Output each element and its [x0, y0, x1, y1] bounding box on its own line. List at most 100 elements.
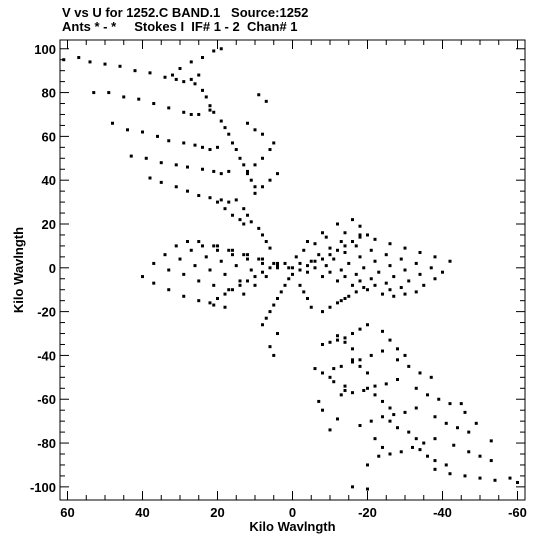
- x-tick-label: 0: [289, 505, 296, 520]
- data-point: [242, 207, 246, 211]
- data-point: [377, 454, 381, 458]
- data-point: [414, 290, 418, 294]
- data-point: [306, 240, 309, 244]
- data-point: [283, 261, 287, 265]
- y-tick-label: -60: [37, 392, 56, 407]
- y-tick-label: 40: [42, 173, 56, 188]
- data-point: [358, 235, 362, 239]
- chart-title: V vs U for 1252.C BAND.1 Source:1252: [62, 5, 309, 20]
- data-point: [306, 264, 309, 268]
- data-point: [264, 275, 268, 279]
- data-point: [433, 467, 437, 471]
- data-point: [321, 371, 324, 375]
- data-point: [328, 340, 332, 344]
- data-point: [223, 207, 227, 211]
- y-tick-label: -20: [37, 305, 56, 320]
- data-point: [358, 364, 362, 368]
- axis-ticks: [60, 40, 525, 500]
- data-point: [343, 340, 347, 344]
- data-point: [358, 424, 362, 428]
- x-tick-label: -40: [433, 505, 452, 520]
- data-point: [219, 47, 223, 51]
- data-point: [212, 169, 216, 173]
- data-point: [459, 402, 463, 406]
- data-point: [317, 399, 321, 403]
- data-point: [231, 248, 234, 252]
- data-point: [298, 261, 302, 265]
- data-point: [332, 380, 336, 384]
- data-point: [276, 172, 279, 176]
- data-point: [223, 272, 227, 276]
- data-point: [216, 248, 219, 252]
- x-tick-label: 60: [60, 505, 74, 520]
- data-point: [223, 292, 227, 296]
- data-point: [182, 80, 186, 84]
- data-point: [362, 388, 366, 392]
- data-point: [276, 296, 279, 300]
- data-point: [467, 430, 471, 434]
- data-point: [227, 288, 231, 292]
- data-point: [343, 231, 347, 235]
- data-point: [433, 437, 437, 441]
- data-point: [223, 126, 227, 130]
- data-point: [489, 439, 493, 443]
- data-point: [272, 261, 276, 265]
- data-point: [208, 104, 212, 108]
- data-point: [279, 290, 283, 294]
- data-point: [384, 281, 388, 285]
- data-point: [268, 148, 272, 152]
- data-point: [456, 426, 459, 430]
- data-point: [508, 476, 512, 480]
- data-point: [366, 463, 369, 467]
- data-point: [362, 286, 366, 290]
- data-point: [343, 336, 347, 340]
- data-point: [122, 95, 126, 99]
- data-point: [208, 301, 212, 305]
- data-point: [358, 279, 362, 283]
- data-point: [336, 301, 339, 305]
- data-point: [396, 358, 399, 362]
- data-point: [231, 141, 234, 145]
- data-point: [343, 388, 347, 392]
- data-point: [358, 224, 362, 228]
- data-point: [141, 130, 144, 134]
- tick-labels: 60 40 20 0 -20 -40 -60 100 80 60 40 20 0 -20 -40 -60 -80…: [30, 42, 527, 520]
- data-point: [347, 294, 351, 298]
- data-point: [242, 253, 246, 257]
- data-point: [463, 474, 467, 478]
- data-point: [182, 294, 186, 298]
- data-point: [324, 235, 328, 239]
- data-point: [167, 268, 171, 272]
- data-point: [103, 62, 107, 66]
- data-point: [62, 58, 66, 62]
- data-point: [362, 266, 366, 270]
- data-point: [201, 244, 204, 248]
- data-point: [174, 77, 178, 81]
- data-point: [313, 266, 317, 270]
- data-point: [268, 178, 272, 182]
- data-point: [328, 305, 332, 309]
- data-point: [381, 445, 384, 449]
- data-point: [358, 255, 362, 259]
- data-point: [429, 266, 433, 270]
- data-point: [246, 279, 249, 283]
- data-point: [381, 292, 384, 296]
- data-point: [478, 476, 482, 480]
- data-point: [204, 95, 208, 99]
- data-point: [272, 303, 276, 307]
- data-point: [189, 77, 193, 81]
- data-point: [366, 233, 369, 237]
- data-point: [388, 419, 392, 423]
- data-point: [336, 417, 339, 421]
- data-point: [174, 163, 178, 167]
- data-point: [448, 472, 452, 476]
- data-point: [396, 426, 399, 430]
- data-point: [336, 222, 339, 226]
- data-point: [159, 180, 163, 184]
- data-point: [328, 375, 332, 379]
- data-point: [403, 353, 407, 357]
- data-point: [313, 242, 317, 246]
- data-point: [223, 305, 227, 309]
- data-point: [373, 283, 377, 287]
- data-point: [467, 450, 471, 454]
